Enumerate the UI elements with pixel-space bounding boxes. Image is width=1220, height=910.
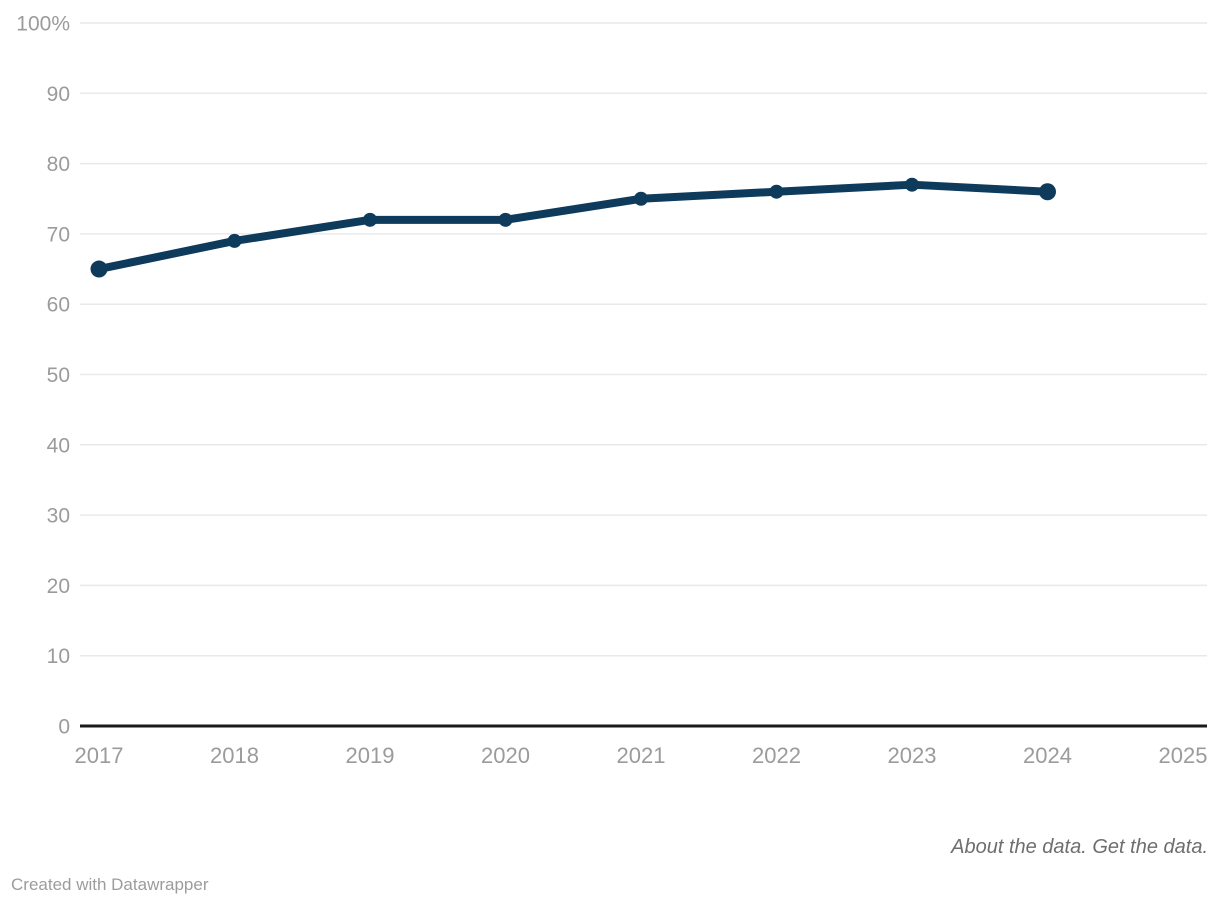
data-point[interactable] [498, 212, 513, 227]
get-data-link[interactable]: Get the data. [1092, 836, 1208, 858]
y-tick-label: 40 [47, 434, 70, 457]
x-tick-label: 2023 [888, 743, 937, 768]
y-tick-label: 0 [58, 716, 70, 739]
y-tick-label: 60 [47, 294, 70, 317]
about-data-link[interactable]: About the data. [951, 836, 1087, 858]
line-chart: 0 10 20 30 40 50 60 70 80 90 100% 2017 2018 2019 2020 2… [16, 13, 1208, 769]
y-tick-label: 50 [47, 364, 70, 387]
x-tick-label: 2022 [752, 743, 801, 768]
y-tick-label: 80 [47, 153, 70, 176]
x-tick-label: 2025 [1159, 743, 1208, 768]
x-tick-label: 2021 [617, 743, 666, 768]
y-tick-label: 30 [47, 505, 70, 528]
y-tick-label: 100% [16, 13, 70, 36]
x-tick-label: 2018 [210, 743, 259, 768]
x-tick-label: 2017 [75, 743, 124, 768]
data-point[interactable] [905, 177, 919, 192]
data-point[interactable] [634, 191, 648, 206]
x-tick-label: 2024 [1023, 743, 1072, 768]
data-point[interactable] [90, 260, 108, 278]
data-point[interactable] [1039, 183, 1056, 201]
y-tick-label: 20 [47, 575, 70, 598]
data-line [95, 180, 1052, 274]
data-point[interactable] [227, 233, 242, 248]
x-tick-label: 2020 [481, 743, 530, 768]
data-point[interactable] [363, 212, 377, 227]
datawrapper-credit[interactable]: Created with Datawrapper [11, 875, 209, 894]
y-tick-label: 70 [47, 223, 70, 246]
data-point[interactable] [769, 184, 784, 199]
y-tick-label: 90 [47, 83, 70, 106]
x-tick-label: 2019 [346, 743, 395, 768]
y-tick-label: 10 [47, 645, 70, 668]
footer-links: About the data. Get the data. [951, 836, 1208, 859]
